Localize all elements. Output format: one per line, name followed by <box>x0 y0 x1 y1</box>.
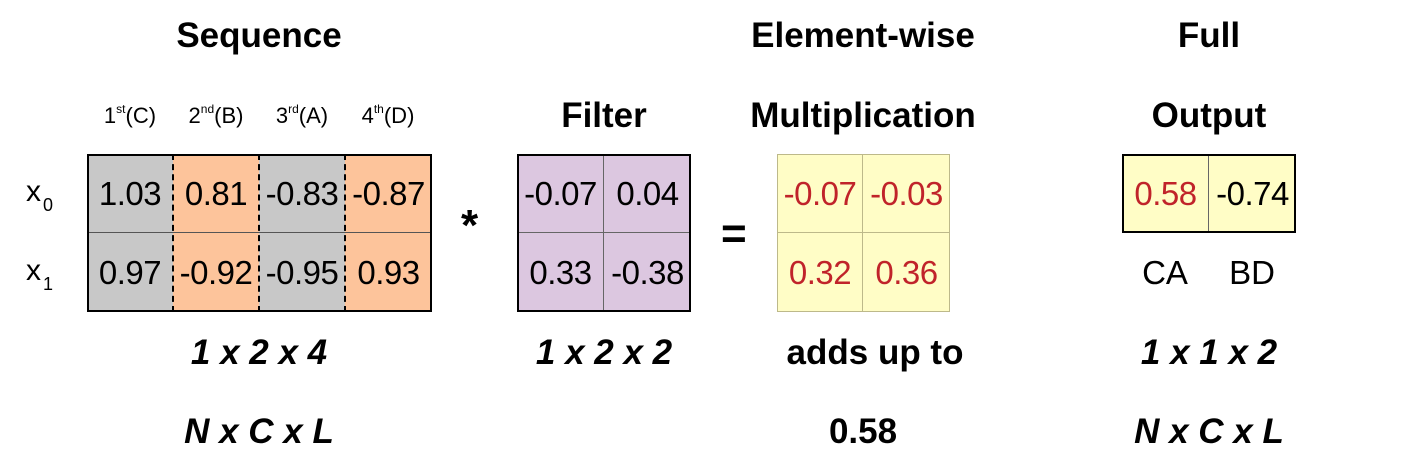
sum-value: 0.58 <box>828 412 898 451</box>
sequence-cell: -0.95 <box>259 233 345 312</box>
output-cell: -0.74 <box>1209 154 1296 233</box>
sequence-cell: 0.93 <box>345 233 432 312</box>
grid-line <box>1208 154 1209 233</box>
grid-line <box>862 154 863 312</box>
sequence-column-header: 1st(C) <box>103 102 157 128</box>
filter-cell: -0.07 <box>517 154 604 233</box>
adds-up-to-label: adds up to <box>786 333 964 372</box>
output-heading-line2: Output <box>1151 96 1267 135</box>
filter-matrix: -0.07 0.04 0.33 -0.38 <box>517 154 691 312</box>
output-matrix-border <box>1122 154 1296 233</box>
sequence-cell: -0.83 <box>259 154 345 233</box>
filter-shape: 1 x 2 x 2 <box>535 333 673 372</box>
grid-line <box>603 154 604 312</box>
dashed-divider <box>258 154 260 312</box>
filter-matrix-border <box>517 154 691 312</box>
product-cell: 0.36 <box>863 233 950 312</box>
filter-heading: Filter <box>561 96 647 135</box>
sequence-cell: -0.92 <box>173 233 259 312</box>
output-label-bd: BD <box>1229 254 1275 291</box>
filter-cell: -0.38 <box>604 233 691 312</box>
grid-line <box>517 232 691 233</box>
sequence-cell: 0.97 <box>87 233 173 312</box>
grid-line <box>777 232 950 233</box>
convolution-operator: * <box>461 201 479 250</box>
sequence-column-header: 3rd(A) <box>275 102 329 128</box>
elementwise-heading-line1: Element-wise <box>751 16 975 55</box>
output-heading-line1: Full <box>1177 16 1241 55</box>
sequence-column-header: 4th(D) <box>361 102 415 128</box>
output-shape-names: N x C x L <box>1134 412 1284 451</box>
dashed-divider <box>344 154 346 312</box>
filter-cell: 0.04 <box>604 154 691 233</box>
output-matrix: 0.58 -0.74 <box>1122 154 1296 233</box>
dashed-divider <box>172 154 174 312</box>
sequence-shape-names: N x C x L <box>184 412 334 451</box>
output-shape: 1 x 1 x 2 <box>1140 333 1278 372</box>
sequence-heading: Sequence <box>176 16 342 55</box>
sequence-matrix-border <box>87 154 432 312</box>
product-cell: -0.03 <box>863 154 950 233</box>
sequence-shape: 1 x 2 x 4 <box>190 333 328 372</box>
filter-cell: 0.33 <box>517 233 604 312</box>
product-matrix: -0.07 -0.03 0.32 0.36 <box>777 154 950 312</box>
output-label-ca: CA <box>1142 254 1188 291</box>
elementwise-heading-line2: Multiplication <box>750 96 976 135</box>
product-matrix-border <box>777 154 950 312</box>
sequence-cell: -0.87 <box>345 154 432 233</box>
output-cell: 0.58 <box>1122 154 1209 233</box>
sequence-cell: 0.81 <box>173 154 259 233</box>
product-cell: 0.32 <box>777 233 863 312</box>
sequence-column-header: 2nd(B) <box>188 102 244 128</box>
equals-operator: = <box>721 209 747 258</box>
sequence-cell: 1.03 <box>87 154 173 233</box>
product-cell: -0.07 <box>777 154 863 233</box>
sequence-matrix: 1.03 0.81 -0.83 -0.87 0.97 -0.92 -0.95 0… <box>87 154 432 312</box>
